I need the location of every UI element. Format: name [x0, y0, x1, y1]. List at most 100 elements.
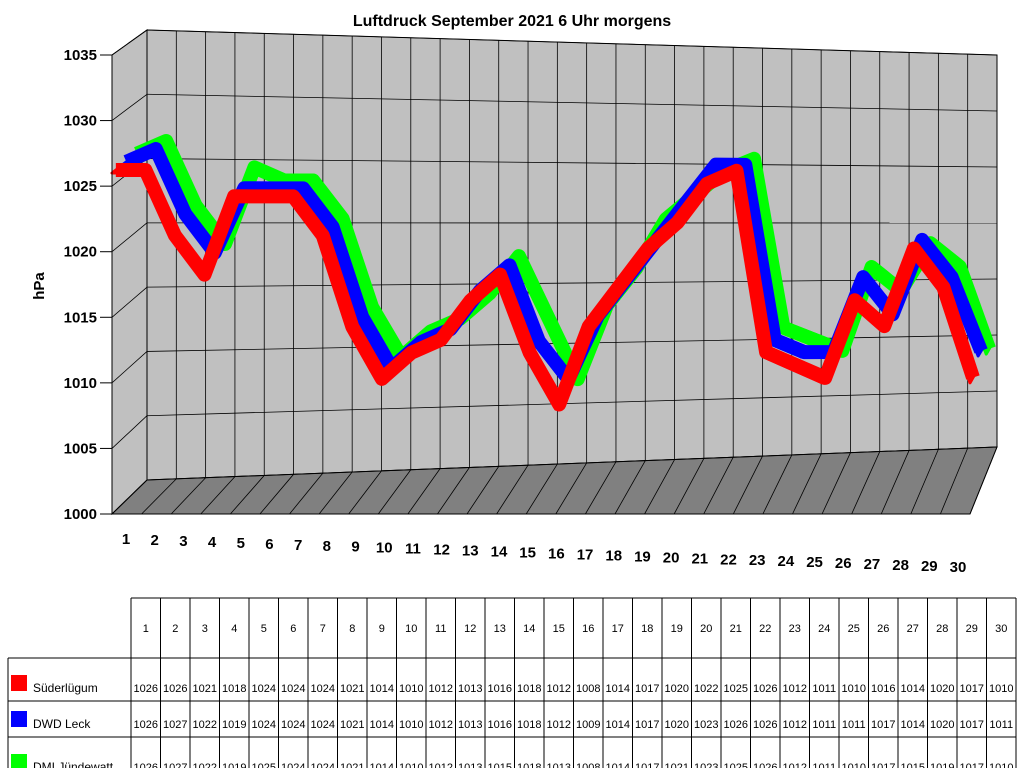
table-header-cell: 11	[435, 623, 446, 635]
table-cell: 1018	[517, 762, 541, 768]
floor-line	[614, 460, 646, 515]
floor-line	[910, 449, 939, 515]
table-cell: 1008	[576, 683, 600, 695]
legend-series-name: DMI Jündewatt	[33, 760, 114, 768]
table-cell: 1026	[753, 762, 777, 768]
table-cell: 1020	[665, 719, 689, 731]
y-tick-label: 1000	[64, 506, 97, 523]
floor-line	[792, 453, 822, 515]
x-tick-label: 29	[921, 558, 938, 575]
grid-hline-side	[111, 286, 148, 318]
table-cell: 1024	[311, 683, 335, 695]
chart-title: Luftdruck September 2021 6 Uhr morgens	[353, 13, 671, 30]
y-tick-label: 1010	[64, 375, 97, 392]
table-header-cell: 17	[612, 623, 624, 635]
floor-line	[230, 475, 265, 515]
left-wall	[111, 29, 148, 516]
floor-line	[555, 462, 587, 515]
table-cell: 1017	[871, 719, 895, 731]
table-header-cell: 23	[789, 623, 801, 635]
table-cell: 1012	[547, 683, 571, 695]
table-cell: 1009	[576, 719, 600, 731]
legend-swatch	[11, 675, 27, 691]
table-cell: 1025	[724, 762, 748, 768]
table-cell: 1020	[665, 683, 689, 695]
x-tick-label: 28	[892, 557, 909, 574]
floor-line	[318, 471, 353, 515]
floor-line	[200, 476, 236, 515]
table-cell: 1014	[370, 762, 394, 768]
x-tick-label: 18	[605, 547, 622, 564]
table-cell: 1026	[134, 719, 158, 731]
y-tick-label: 1025	[64, 178, 97, 195]
table-header-cell: 19	[671, 623, 683, 635]
floor-line	[466, 466, 500, 515]
x-tick-label: 5	[237, 535, 245, 552]
table-cell: 1017	[635, 762, 659, 768]
table-header-cell: 10	[405, 623, 417, 635]
table-cell: 1016	[871, 683, 895, 695]
x-tick-label: 12	[433, 542, 450, 559]
legend-series-name: Süderlügum	[33, 681, 98, 695]
x-tick-label: 21	[691, 550, 708, 567]
x-tick-label: 2	[151, 532, 159, 549]
floor-line	[141, 478, 177, 515]
table-cell: 1014	[370, 719, 394, 731]
y-tick-label: 1020	[64, 244, 97, 261]
table-header-cell: 30	[995, 623, 1007, 635]
table-cell: 1013	[458, 719, 482, 731]
table-cell: 1011	[989, 719, 1013, 731]
table-cell: 1010	[842, 683, 866, 695]
table-header-cell: 16	[582, 623, 594, 635]
table-cell: 1010	[399, 762, 423, 768]
table-cell: 1013	[458, 683, 482, 695]
table-cell: 1017	[871, 762, 895, 768]
grid-hline	[146, 446, 998, 481]
table-cell: 1022	[193, 719, 217, 731]
table-cell: 1026	[163, 683, 187, 695]
table-cell: 1014	[606, 683, 630, 695]
table-cell: 1008	[576, 762, 600, 768]
x-tick-label: 1	[122, 531, 130, 548]
grid-hline-side	[111, 222, 148, 253]
table-cell: 1024	[281, 683, 305, 695]
table-cell: 1020	[930, 683, 954, 695]
table-cell: 1027	[163, 719, 187, 731]
x-tick-label: 11	[405, 541, 421, 558]
table-cell: 1015	[901, 762, 925, 768]
table-cell: 1010	[842, 762, 866, 768]
table-header-cell: 13	[494, 623, 506, 635]
grid-hline-side	[111, 415, 148, 449]
floor-line	[703, 457, 734, 515]
table-header-cell: 8	[349, 623, 355, 635]
floor-line	[673, 458, 705, 515]
table-cell: 1018	[222, 683, 246, 695]
table-cell: 1017	[635, 683, 659, 695]
table-cell: 1024	[252, 719, 276, 731]
table-cell: 1024	[311, 719, 335, 731]
table-cell: 1022	[193, 762, 217, 768]
table-cell: 1019	[222, 719, 246, 731]
table-header-cell: 7	[320, 623, 326, 635]
table-cell: 1019	[222, 762, 246, 768]
x-tick-label: 6	[265, 536, 273, 553]
x-tick-label: 3	[179, 533, 187, 550]
table-cell: 1025	[724, 683, 748, 695]
x-tick-label: 8	[323, 538, 331, 555]
table-cell: 1011	[812, 683, 836, 695]
floor-line	[407, 468, 441, 515]
floor-line	[259, 474, 294, 515]
table-header-cell: 1	[143, 623, 149, 635]
grid-hline	[146, 29, 998, 56]
y-tick-label: 1030	[64, 113, 97, 130]
grid-hline	[146, 158, 998, 168]
floor-line	[762, 454, 793, 515]
table-cell: 1016	[488, 683, 512, 695]
table-header-cell: 14	[523, 623, 535, 635]
table-cell: 1024	[311, 762, 335, 768]
table-cell: 1017	[960, 719, 984, 731]
table-cell: 1021	[340, 683, 364, 695]
table-cell: 1019	[930, 762, 954, 768]
series-0	[110, 163, 980, 412]
table-cell: 1016	[488, 719, 512, 731]
